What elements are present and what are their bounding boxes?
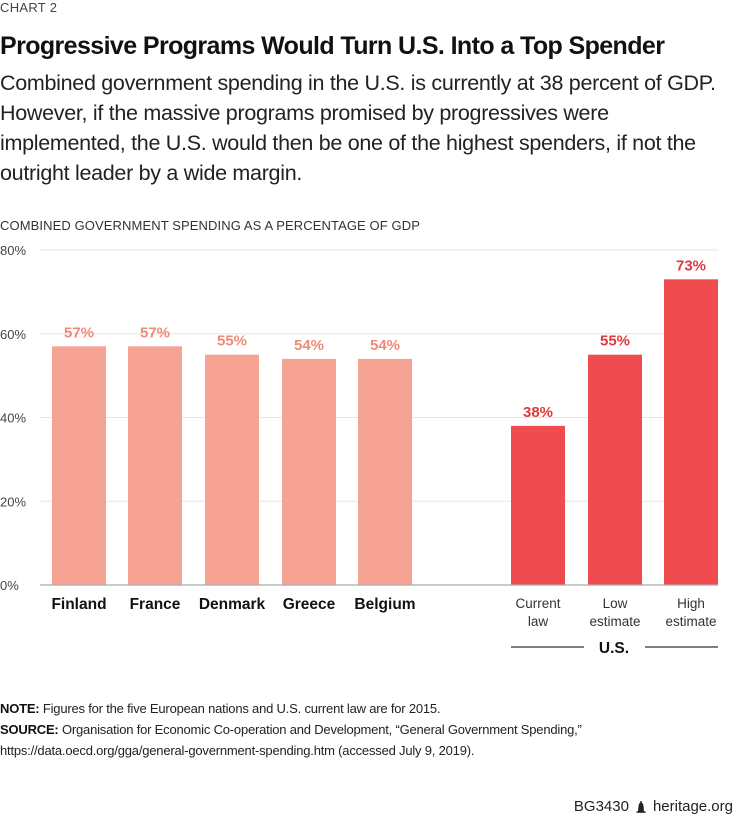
x-tick-label: High: [677, 596, 705, 611]
chart-title: Progressive Programs Would Turn U.S. Int…: [0, 32, 665, 60]
data-label: 73%: [676, 257, 706, 274]
bar: [588, 354, 642, 585]
bar: [664, 279, 718, 585]
x-tick-label: law: [528, 614, 549, 629]
bar: [128, 346, 182, 585]
source-url: https://data.oecd.org/gga/general-govern…: [0, 743, 475, 758]
y-tick-label: 80%: [0, 243, 26, 258]
source-line: SOURCE: Organisation for Economic Co-ope…: [0, 719, 582, 740]
x-tick-label: Denmark: [199, 596, 266, 613]
y-tick-label: 40%: [0, 411, 26, 426]
bar: [52, 346, 106, 585]
data-label: 55%: [600, 333, 630, 350]
site-name: heritage.org: [652, 798, 733, 815]
data-label: 55%: [217, 333, 247, 350]
bar: [358, 358, 412, 585]
report-id: BG3430: [573, 798, 629, 815]
x-tick-label: France: [130, 596, 181, 613]
note-label: NOTE:: [0, 701, 40, 716]
source-text: Organisation for Economic Co-operation a…: [58, 722, 582, 737]
x-tick-label: Current: [515, 596, 560, 611]
chart-subtitle: Combined government spending in the U.S.…: [0, 71, 716, 185]
data-label: 54%: [294, 337, 324, 354]
notes: NOTE: Figures for the five European nati…: [0, 698, 582, 761]
source-label: SOURCE:: [0, 722, 59, 737]
note-line: NOTE: Figures for the five European nati…: [0, 698, 582, 719]
bar: [511, 425, 565, 585]
data-label: 38%: [523, 404, 553, 421]
x-tick-label: estimate: [589, 614, 640, 629]
x-tick-label: Greece: [283, 596, 336, 613]
x-tick-label: Low: [603, 596, 628, 611]
bar: [282, 358, 336, 585]
group-label: U.S.: [599, 640, 629, 657]
x-tick-label: Finland: [51, 596, 106, 613]
y-tick-label: 20%: [0, 494, 26, 509]
y-tick-label: 0%: [0, 578, 19, 593]
liberty-bell-icon: [636, 800, 646, 813]
y-tick-label: 60%: [0, 327, 26, 342]
data-label: 57%: [140, 324, 170, 341]
data-label: 57%: [64, 324, 94, 341]
data-label: 54%: [370, 337, 400, 354]
axis-title: COMBINED GOVERNMENT SPENDING AS A PERCEN…: [0, 218, 420, 233]
x-tick-label: Belgium: [354, 596, 415, 613]
bar: [205, 354, 259, 585]
footer: BG3430 heritage.org: [574, 798, 733, 815]
bar-chart: 0% 20% 40% 60% 80% 57% Finland 57% France 55% Denm…: [0, 243, 718, 657]
chart-number: CHART 2: [0, 0, 58, 15]
note-text: Figures for the five European nations an…: [39, 701, 441, 716]
x-tick-label: estimate: [665, 614, 716, 629]
